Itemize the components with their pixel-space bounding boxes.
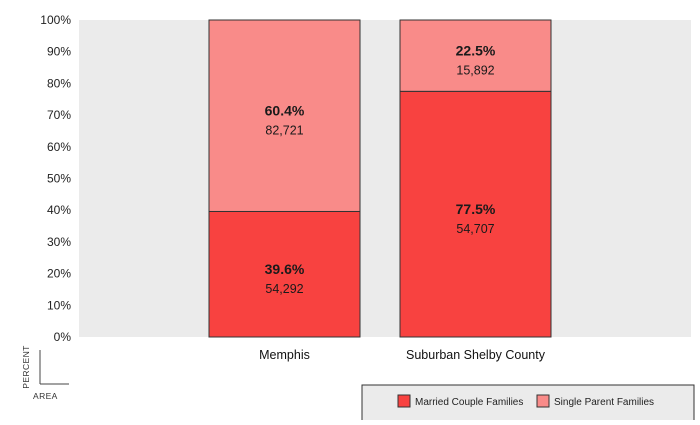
bar-memphis-married-couple-families-percent-label: 39.6% xyxy=(265,261,305,277)
bar-suburban-shelby-county-single-parent-families xyxy=(399,19,552,92)
y-tick-label-0: 0% xyxy=(54,330,72,344)
legend-swatch-single-parent-families xyxy=(536,394,550,408)
bar-memphis-single-parent-families xyxy=(208,19,361,212)
x-axis-categories: Memphis Suburban Shelby County xyxy=(259,348,546,362)
bar-memphis-single-parent-families-percent-label: 60.4% xyxy=(265,103,305,119)
legend: Married Couple Families Single Parent Fa… xyxy=(361,384,695,425)
bar-suburban-shelby-county-married-couple-families-percent-label: 77.5% xyxy=(456,201,496,217)
bar-suburban-shelby-county-married-couple-families-count-label: 54,707 xyxy=(456,222,494,236)
x-axis-title: AREA xyxy=(33,391,58,401)
x-category-label-memphis: Memphis xyxy=(259,348,310,362)
bar-memphis-single-parent-families-count-label: 82,721 xyxy=(265,124,303,138)
legend-label-married-couple-families: Married Couple Families xyxy=(415,397,523,408)
y-tick-label-50: 50% xyxy=(47,172,71,186)
y-tick-label-90: 90% xyxy=(47,45,71,59)
plot-area xyxy=(79,20,691,337)
bar-suburban-shelby-county-single-parent-families-percent-label: 22.5% xyxy=(456,43,496,59)
bar-memphis-married-couple-families xyxy=(208,210,361,338)
y-tick-label-30: 30% xyxy=(47,235,71,249)
legend-box xyxy=(361,384,695,425)
bar-memphis-married-couple-families-count-label: 54,292 xyxy=(265,282,303,296)
y-tick-label-20: 20% xyxy=(47,267,71,281)
legend-swatch-married-couple-families xyxy=(397,394,411,408)
y-tick-label-100: 100% xyxy=(40,13,71,27)
y-tick-label-40: 40% xyxy=(47,203,71,217)
bar-suburban-shelby-county-single-parent-families-count-label: 15,892 xyxy=(456,64,494,78)
legend-label-single-parent-families: Single Parent Families xyxy=(554,397,654,408)
x-category-label-suburban-shelby-county: Suburban Shelby County xyxy=(406,348,546,362)
y-tick-label-10: 10% xyxy=(47,298,71,312)
y-tick-label-80: 80% xyxy=(47,76,71,90)
y-axis-title: PERCENT xyxy=(21,345,31,388)
bar-suburban-shelby-county-married-couple-families xyxy=(399,90,552,338)
y-tick-label-70: 70% xyxy=(47,108,71,122)
y-axis-ticks: 0% 10% 20% 30% 40% 50% 60% 70% 80% 90% 100% xyxy=(40,13,71,344)
bars-layer: 39.6% 54,292 60.4% 82,721 77.5% 54,707 22.5% 15… xyxy=(208,19,552,338)
y-tick-label-60: 60% xyxy=(47,140,71,154)
